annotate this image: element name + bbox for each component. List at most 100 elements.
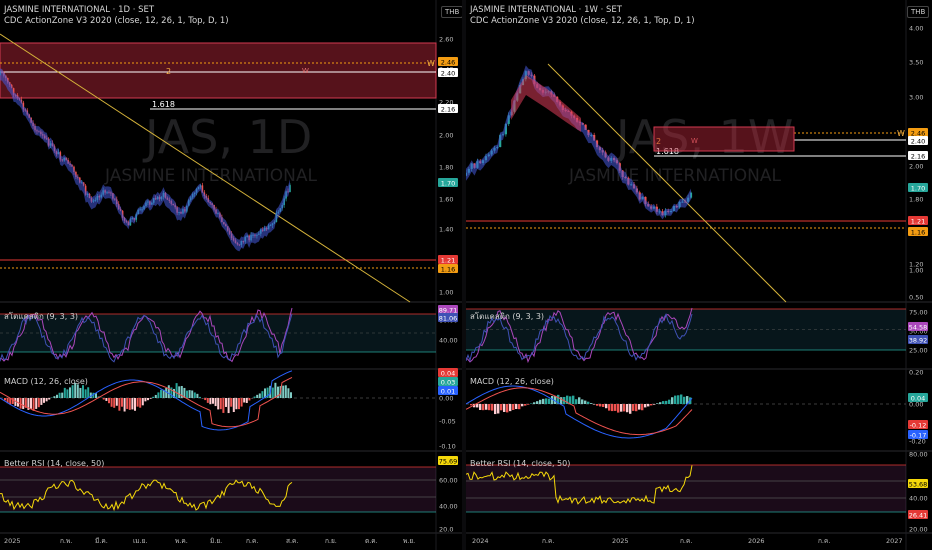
macd-histogram-bar [113, 398, 116, 408]
indicator-legend[interactable]: CDC ActionZone V3 2020 (close, 12, 26, 1… [4, 16, 229, 26]
macd-histogram-bar [533, 402, 536, 404]
macd-histogram-bar [584, 400, 587, 404]
macd-tick-label: 0.20 [909, 369, 923, 377]
macd-histogram-bar [131, 398, 134, 410]
macd-histogram-bar [569, 396, 572, 404]
macd-histogram-bar [24, 398, 27, 408]
time-tick-label: พ.ค. [175, 537, 188, 545]
macd-signal-line [0, 376, 293, 428]
macd-histogram-bar [56, 394, 58, 398]
macd-title[interactable]: MACD (12, 26, close) [470, 377, 554, 386]
macd-histogram-bar [14, 398, 17, 406]
macd-histogram-bar [126, 398, 129, 409]
macd-histogram-bar [102, 398, 105, 400]
macd-line [466, 385, 693, 439]
macd-histogram-bar [287, 388, 290, 398]
price-badge-bg [908, 216, 928, 225]
time-tick-label: ก.ค. [542, 537, 554, 545]
weekly-chart-canvas[interactable]: 21.618WW4.003.503.002.502.001.801.501.20… [466, 0, 932, 550]
macd-tick-label: -0.20 [909, 438, 926, 446]
macd-histogram-bar [479, 404, 482, 410]
price-tick-label: 2.00 [439, 132, 453, 140]
rsi-title[interactable]: Better RSI (14, close, 50) [4, 459, 105, 468]
indicator-legend[interactable]: CDC ActionZone V3 2020 (close, 12, 26, 1… [470, 16, 695, 26]
price-badge-bg [438, 104, 458, 113]
macd-histogram-bar [19, 398, 22, 409]
resistance-zone [0, 42, 437, 99]
macd-histogram-bar [473, 404, 476, 408]
macd-badge-bg [908, 420, 928, 429]
macd-histogram-bar [105, 398, 108, 401]
time-tick-label: 2026 [748, 537, 765, 545]
w-label: W [302, 67, 309, 75]
stoch-title[interactable]: สโตแคสติก (9, 3, 3) [4, 312, 79, 321]
macd-title[interactable]: MACD (12, 26, close) [4, 377, 88, 386]
price-badge-bg [438, 264, 458, 273]
price-tick-label: 2.60 [439, 36, 453, 44]
macd-histogram-bar [227, 398, 230, 414]
macd-histogram-bar [9, 398, 12, 405]
macd-histogram-bar [58, 392, 61, 398]
stoch-tick-label: 50.00 [909, 328, 928, 336]
candle [22, 102, 25, 110]
macd-histogram-bar [217, 398, 220, 410]
macd-badge-bg [908, 430, 928, 439]
macd-histogram-bar [141, 398, 144, 406]
candle [75, 171, 77, 177]
macd-histogram-bar [144, 398, 147, 402]
macd-histogram-bar [147, 398, 149, 401]
stoch-badge: 54.58 [909, 324, 928, 332]
rsi-tick-label: 60.00 [439, 477, 458, 485]
macd-histogram-bar [590, 403, 593, 404]
rsi-badge: 75.69 [439, 458, 458, 466]
macd-histogram-bar [204, 398, 207, 401]
macd-histogram-bar [162, 389, 165, 398]
trend-line [547, 63, 787, 303]
macd-histogram-bar [572, 395, 575, 404]
w-label-right: W [897, 129, 905, 138]
rsi-title[interactable]: Better RSI (14, close, 50) [470, 459, 571, 468]
macd-histogram-bar [644, 404, 647, 408]
daily-chart-canvas[interactable]: 21.618WW2.602.402.202.001.801.601.401.20… [0, 0, 462, 550]
price-badge-bg [908, 183, 928, 192]
macd-histogram-bar [512, 404, 515, 410]
rsi-badge: 26.41 [909, 512, 928, 520]
macd-histogram-bar [232, 398, 235, 413]
macd-histogram-bar [653, 404, 656, 405]
weekly-chart-panel[interactable]: JAS, 1W JASMINE INTERNATIONAL 21.618WW4.… [466, 0, 932, 550]
macd-histogram-bar [191, 390, 194, 398]
stoch-badge: 81.06 [439, 315, 458, 323]
candle [504, 123, 507, 135]
rsi-line [0, 479, 293, 512]
macd-histogram-bar [626, 404, 629, 413]
price-badge: 1.70 [441, 180, 455, 188]
time-tick-label: ต.ค. [365, 537, 378, 545]
macd-tick-label: 0.00 [439, 395, 453, 403]
time-tick-label: ส.ค. [286, 537, 298, 545]
macd-histogram-bar [152, 396, 155, 398]
stoch-title[interactable]: สโตแคสติก (9, 3, 3) [470, 312, 545, 321]
stoch-tick-label: 75.00 [909, 309, 928, 317]
macd-histogram-bar [566, 395, 569, 404]
stoch-badge: 89.71 [439, 307, 458, 315]
price-badge: 1.16 [911, 229, 925, 237]
rsi-tick-label: 20.00 [909, 526, 928, 534]
price-tick-label: 1.60 [439, 196, 453, 204]
daily-chart-panel[interactable]: JAS, 1D JASMINE INTERNATIONAL 2 1.618 W W 2.… [0, 0, 462, 550]
price-tick-label: 1.00 [439, 289, 453, 297]
macd-histogram-bar [149, 398, 152, 399]
candle [201, 185, 204, 193]
macd-histogram-bar [30, 398, 32, 409]
candle [499, 135, 502, 148]
macd-histogram-bar [240, 398, 243, 407]
macd-histogram-bar [581, 399, 584, 404]
macd-histogram-bar [551, 395, 554, 404]
price-tick-label: 4.00 [909, 25, 923, 33]
price-badge-bg [438, 68, 458, 77]
macd-histogram-bar [235, 398, 238, 410]
macd-histogram-bar [63, 387, 66, 398]
price-tick-label: 1.20 [909, 261, 923, 269]
macd-histogram-bar [647, 404, 650, 407]
macd-histogram-bar [515, 404, 518, 410]
macd-histogram-bar [245, 398, 248, 403]
